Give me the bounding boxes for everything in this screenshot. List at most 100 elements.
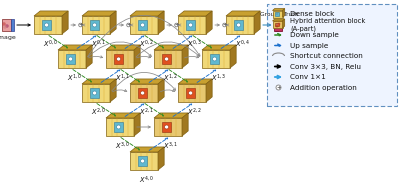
Polygon shape <box>272 10 282 18</box>
Polygon shape <box>130 16 158 34</box>
Polygon shape <box>90 88 99 98</box>
Circle shape <box>79 23 82 27</box>
Polygon shape <box>114 122 123 132</box>
Polygon shape <box>130 11 164 16</box>
Polygon shape <box>226 16 254 34</box>
Polygon shape <box>162 54 171 64</box>
Circle shape <box>141 159 144 163</box>
Circle shape <box>165 57 168 61</box>
Text: $\mathit{X^{2,0}}$: $\mathit{X^{2,0}}$ <box>91 107 106 118</box>
Polygon shape <box>110 79 116 102</box>
Text: $\mathit{X^{1,0}}$: $\mathit{X^{1,0}}$ <box>67 73 82 84</box>
Text: $\mathit{X^{1,3}}$: $\mathit{X^{1,3}}$ <box>211 73 226 84</box>
Circle shape <box>141 91 144 95</box>
Text: $\mathit{X^{0,1}}$: $\mathit{X^{0,1}}$ <box>91 39 106 50</box>
Polygon shape <box>138 88 147 98</box>
Polygon shape <box>82 79 116 84</box>
Polygon shape <box>130 147 164 152</box>
FancyBboxPatch shape <box>2 19 10 31</box>
Polygon shape <box>34 11 68 16</box>
Text: $\mathit{X^{2,2}}$: $\mathit{X^{2,2}}$ <box>187 107 202 118</box>
FancyBboxPatch shape <box>275 19 278 30</box>
Circle shape <box>189 23 192 27</box>
Polygon shape <box>42 20 51 30</box>
Text: Ground Truth: Ground Truth <box>260 11 298 16</box>
Polygon shape <box>82 11 116 16</box>
Circle shape <box>276 24 278 27</box>
Circle shape <box>45 23 48 27</box>
Polygon shape <box>154 113 188 118</box>
Polygon shape <box>178 11 212 16</box>
Polygon shape <box>82 84 110 102</box>
Circle shape <box>93 91 96 95</box>
FancyBboxPatch shape <box>11 19 14 31</box>
Polygon shape <box>110 11 116 34</box>
Text: Hybrid attention block
(A-part): Hybrid attention block (A-part) <box>290 18 365 31</box>
Polygon shape <box>234 20 243 30</box>
Polygon shape <box>58 45 92 50</box>
Text: $\mathit{X^{0,0}}$: $\mathit{X^{0,0}}$ <box>43 39 58 50</box>
Circle shape <box>93 23 96 27</box>
Text: $\mathit{X^{4,0}}$: $\mathit{X^{4,0}}$ <box>139 174 154 186</box>
Polygon shape <box>158 11 164 34</box>
Polygon shape <box>158 79 164 102</box>
Circle shape <box>213 57 216 61</box>
Polygon shape <box>90 20 99 30</box>
Circle shape <box>223 23 226 27</box>
Polygon shape <box>186 88 195 98</box>
Text: Image: Image <box>0 35 16 40</box>
Circle shape <box>117 57 120 61</box>
Polygon shape <box>138 20 147 30</box>
Polygon shape <box>106 113 140 118</box>
Circle shape <box>117 125 120 129</box>
Circle shape <box>276 85 281 90</box>
Text: +: + <box>222 22 227 27</box>
Text: $\mathit{X^{1,1}}$: $\mathit{X^{1,1}}$ <box>115 73 130 84</box>
Polygon shape <box>230 45 236 68</box>
Polygon shape <box>254 11 260 34</box>
Text: $\mathit{X^{3,0}}$: $\mathit{X^{3,0}}$ <box>115 140 130 152</box>
Polygon shape <box>82 16 110 34</box>
Polygon shape <box>130 79 164 84</box>
Text: $\mathit{X^{0,4}}$: $\mathit{X^{0,4}}$ <box>234 39 250 50</box>
Polygon shape <box>272 9 285 10</box>
Polygon shape <box>186 20 195 30</box>
Polygon shape <box>182 113 188 136</box>
Polygon shape <box>276 12 279 16</box>
Polygon shape <box>178 79 212 84</box>
Polygon shape <box>282 9 285 18</box>
Polygon shape <box>130 84 158 102</box>
Polygon shape <box>58 50 86 68</box>
Polygon shape <box>154 118 182 136</box>
FancyBboxPatch shape <box>267 4 397 106</box>
Polygon shape <box>138 156 147 166</box>
Polygon shape <box>162 122 171 132</box>
Polygon shape <box>130 152 158 170</box>
Text: Dense block: Dense block <box>290 11 334 17</box>
Polygon shape <box>66 54 75 64</box>
Circle shape <box>141 23 144 27</box>
Polygon shape <box>154 50 182 68</box>
Polygon shape <box>106 50 134 68</box>
FancyBboxPatch shape <box>274 19 282 30</box>
Polygon shape <box>182 45 188 68</box>
Polygon shape <box>34 16 62 34</box>
Text: +: + <box>276 85 281 90</box>
Circle shape <box>165 125 168 129</box>
Polygon shape <box>272 21 282 28</box>
Polygon shape <box>154 45 188 50</box>
Circle shape <box>175 23 178 27</box>
Polygon shape <box>134 113 140 136</box>
Circle shape <box>276 13 278 15</box>
Polygon shape <box>134 45 140 68</box>
Circle shape <box>276 24 278 25</box>
Polygon shape <box>226 11 260 16</box>
Text: +: + <box>78 22 83 27</box>
Text: $\mathit{X^{1,2}}$: $\mathit{X^{1,2}}$ <box>163 73 178 84</box>
Polygon shape <box>178 16 206 34</box>
Polygon shape <box>206 11 212 34</box>
Polygon shape <box>276 23 279 26</box>
Circle shape <box>127 23 130 27</box>
Polygon shape <box>206 79 212 102</box>
Polygon shape <box>106 45 140 50</box>
